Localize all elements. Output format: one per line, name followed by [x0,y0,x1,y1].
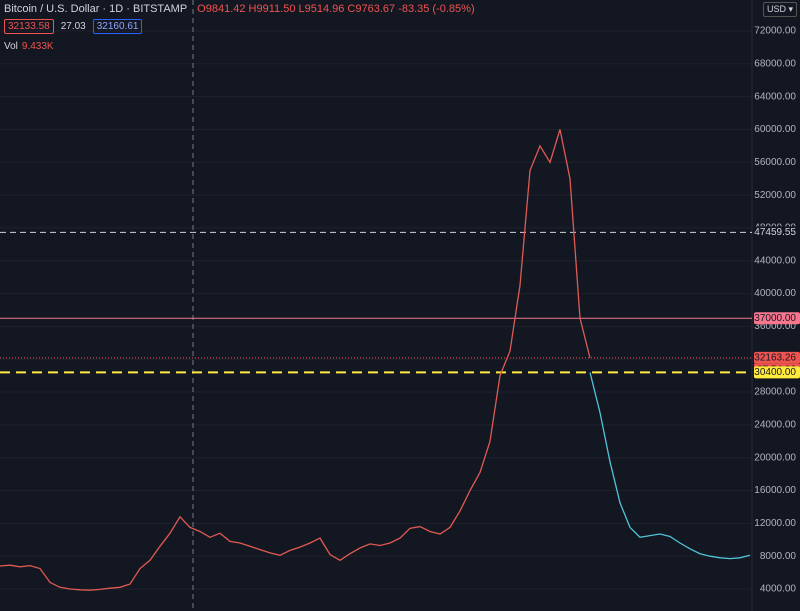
y-tick-label: 4000.00 [760,584,797,595]
price-tag [754,226,800,239]
y-tick-label: 64000.00 [754,91,796,102]
y-tick-label: 20000.00 [754,452,796,463]
y-tick-label: 24000.00 [754,420,796,431]
ask[interactable]: 32160.61 [92,19,143,34]
price-tag [754,351,800,364]
volume: Vol 9.433K [4,41,54,52]
price-tag [754,312,800,325]
y-tick-label: 52000.00 [754,190,796,201]
y-tick-label: 60000.00 [754,124,796,135]
price-line-series [0,129,591,591]
y-tick-label: 40000.00 [754,288,796,299]
y-tick-label: 44000.00 [754,255,796,266]
price-tag-label: 32163.26 [754,353,796,364]
ohlc: O9841.42 H9911.50 L9514.96 C9763.67 -83.… [197,3,475,15]
quote-row: 32133.58 27.03 32160.61 [4,19,143,34]
symbol-title[interactable]: Bitcoin / U.S. Dollar · 1D · BITSTAMP [4,3,188,15]
currency-select[interactable]: USD ▾ [763,2,798,17]
price-line-series [589,372,751,560]
price-tag-label: 37000.00 [754,313,796,324]
price-tag [754,366,800,379]
y-tick-label: 28000.00 [754,387,796,398]
price-tag-label: 47459.55 [754,227,796,238]
y-tick-label: 16000.00 [754,485,796,496]
y-tick-label: 12000.00 [754,518,796,529]
volume-label: Vol [4,41,18,52]
y-tick-label: 36000.00 [754,321,796,332]
price-tag-label: 30400.00 [754,367,796,378]
y-tick-label: 8000.00 [760,551,797,562]
spread: 27.03 [60,21,86,32]
volume-value: 9.433K [21,41,54,52]
header: Bitcoin / U.S. Dollar · 1D · BITSTAMP O9… [4,3,475,15]
y-tick-label: 72000.00 [754,26,796,37]
y-tick-label: 68000.00 [754,58,796,69]
bid[interactable]: 32133.58 [4,19,54,34]
y-tick-label: 56000.00 [754,157,796,168]
